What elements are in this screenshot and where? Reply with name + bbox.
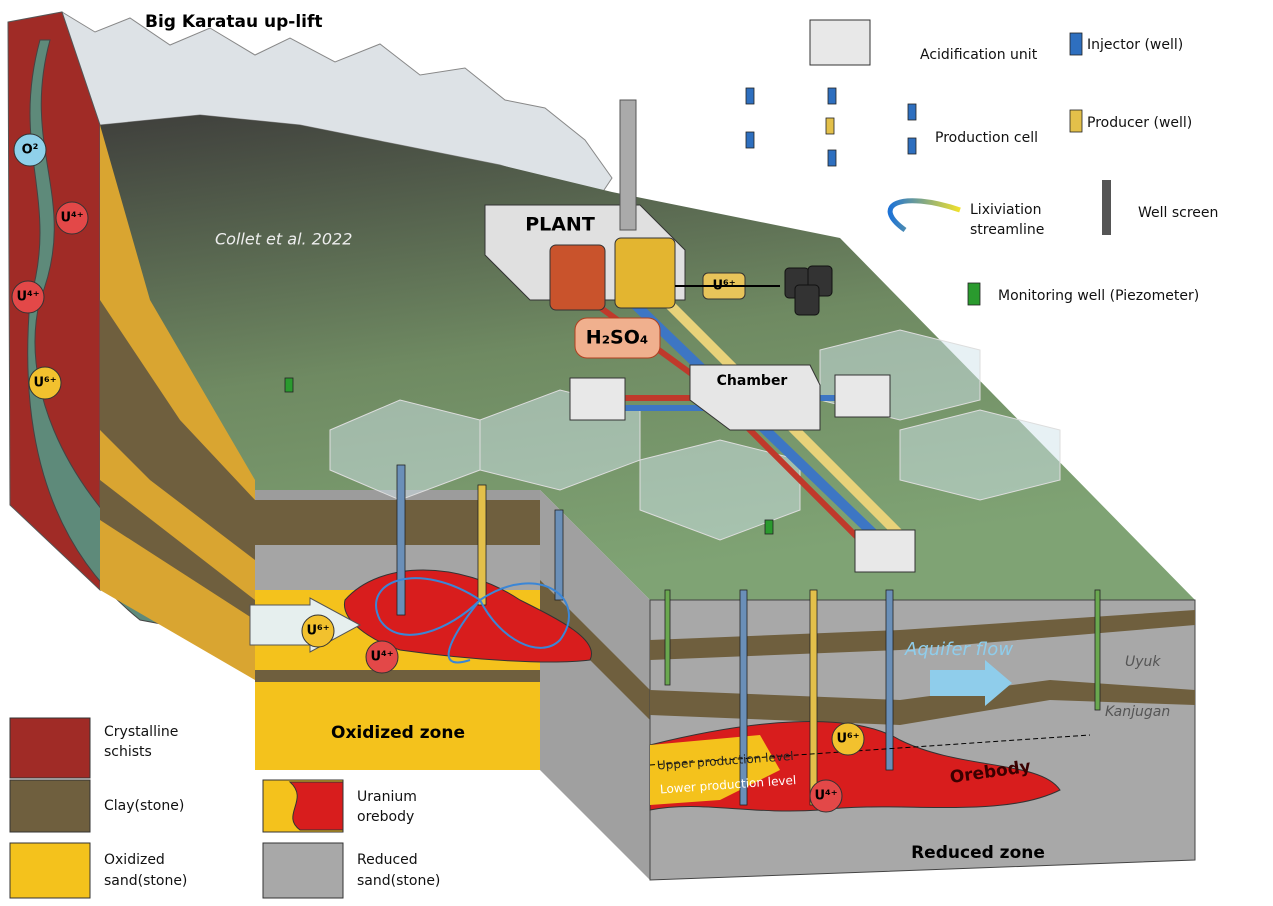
legend-label: Well screen — [1138, 205, 1218, 221]
ion-bubble — [301, 614, 335, 648]
legend-label: schists — [104, 744, 152, 760]
streamline-icon — [887, 198, 961, 233]
right-ox — [650, 735, 780, 805]
right-clay — [650, 610, 1195, 660]
ion-label: U⁴⁺ — [814, 789, 837, 804]
streamlines — [375, 577, 570, 664]
ion-bubble — [13, 133, 47, 167]
ion-label: U⁶⁺ — [836, 732, 859, 747]
flow-arrow — [930, 660, 1012, 706]
acid-label: H₂SO₄ — [586, 327, 648, 349]
legend-label: Clay(stone) — [104, 798, 184, 814]
acid-box — [574, 317, 661, 359]
ion-label: U⁴⁺ — [370, 650, 393, 665]
ion-label: O² — [22, 143, 39, 158]
title: Big Karatau up-lift — [145, 12, 323, 32]
legend-label: Reduced — [357, 852, 418, 868]
legend-label: Oxidized — [104, 852, 165, 868]
barrels — [784, 265, 833, 316]
tank — [614, 237, 676, 309]
legend-label: sand(stone) — [104, 873, 187, 889]
legend-label: Producer (well) — [1087, 115, 1192, 131]
chamber-label: Chamber — [717, 373, 788, 389]
chimney — [619, 99, 637, 231]
legend-label: Production cell — [935, 130, 1038, 146]
citation: Collet et al. 2022 — [215, 230, 352, 249]
chamber — [689, 364, 821, 431]
ion-bubble — [28, 366, 62, 400]
zone-label: Reduced zone — [911, 843, 1045, 863]
schist-conduit — [27, 39, 301, 651]
ion-label: U⁶⁺ — [306, 624, 329, 639]
acid-units — [569, 19, 916, 573]
legend-label: streamline — [970, 222, 1044, 238]
ion-bubble — [11, 280, 45, 314]
zone-label: Oxidized zone — [331, 723, 465, 743]
ion-bubble — [55, 201, 89, 235]
ion-bubble — [365, 640, 399, 674]
front-clay — [255, 670, 540, 682]
legend-label: orebody — [357, 809, 414, 825]
wells — [284, 32, 1101, 806]
side-face — [540, 490, 650, 880]
plant-label: PLANT — [525, 214, 595, 236]
legend-label: Lixiviation — [970, 202, 1041, 218]
ion-bubble — [831, 722, 865, 756]
side-band — [100, 300, 255, 560]
legend-label: Acidification unit — [920, 47, 1038, 63]
ion-label: U⁶⁺ — [33, 376, 56, 391]
legend-label: Uranium — [357, 789, 417, 805]
layer-label: Uyuk — [1125, 654, 1161, 670]
flow-label: Aquifer flow — [904, 639, 1013, 660]
ion-bubble — [809, 779, 843, 813]
legend-swatches — [9, 717, 344, 899]
legend-label: Monitoring well (Piezometer) — [998, 288, 1199, 304]
right-clay — [650, 680, 1195, 725]
well-screen-icon — [1102, 180, 1111, 235]
legend-label: sand(stone) — [357, 873, 440, 889]
ion-label: U⁴⁺ — [16, 290, 39, 305]
legend-label: Injector (well) — [1087, 37, 1183, 53]
side-band — [100, 480, 255, 620]
layer-label: Kanjugan — [1105, 704, 1170, 720]
ion-label: U⁴⁺ — [60, 211, 83, 226]
level-line — [649, 734, 1091, 766]
legend-label: Crystalline — [104, 724, 178, 740]
side-clay — [540, 580, 650, 720]
tank — [549, 244, 606, 311]
